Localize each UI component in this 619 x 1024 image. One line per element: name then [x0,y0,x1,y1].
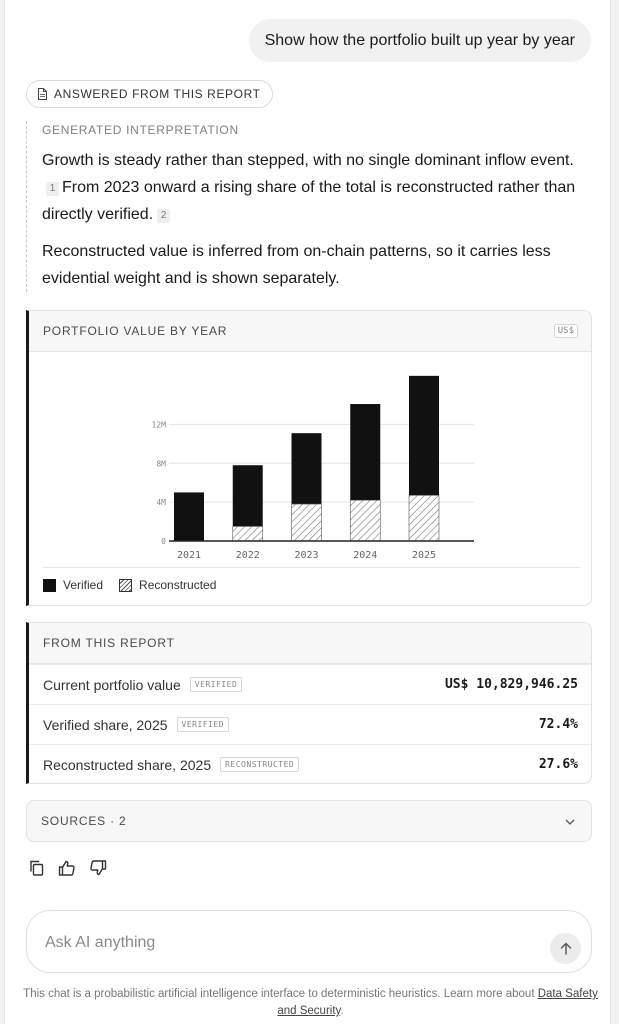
y-tick-label: 4M [156,498,166,507]
generated-interpretation: GENERATED INTERPRETATION Growth is stead… [26,121,591,292]
stat-label: Verified share, 2025 [43,716,168,733]
interpretation-text-1a: Growth is steady rather than stepped, wi… [42,152,574,169]
sources-label: SOURCES · 2 [41,814,127,828]
arrow-up-icon [560,942,571,955]
stat-value: 72.4% [538,717,578,732]
verified-swatch [43,578,56,592]
bar-reconstructed [291,503,322,542]
citation-1[interactable]: 1 [46,182,59,196]
send-button[interactable] [550,933,581,964]
legend-item-verified: Verified [43,578,103,592]
thumbs-down-icon[interactable] [88,858,108,878]
citation-2[interactable]: 2 [157,209,171,223]
bar-reconstructed [349,499,381,542]
legend-verified-label: Verified [63,578,104,592]
from-this-report-card: FROM THIS REPORT Current portfolio value… [26,622,592,784]
bar-reconstructed [232,526,264,542]
stat-label: Current portfolio value [43,676,181,693]
bar-verified [350,404,381,501]
copy-icon[interactable] [26,858,46,878]
stat-value: 27.6% [538,757,578,772]
bar-verified [291,433,322,505]
ask-ai-box [26,910,592,973]
x-tick-label: 2022 [236,550,260,561]
reconstructed-badge: RECONSTRUCTED [220,757,300,772]
bar-verified [409,375,439,496]
chart-card-header: PORTFOLIO VALUE BY YEAR US$ [29,311,591,352]
interpretation-paragraph-1: Growth is steady rather than stepped, wi… [42,147,591,228]
answered-from-report-pill[interactable]: ANSWERED FROM THIS REPORT [26,80,273,108]
disclaimer: This chat is a probabilistic artificial … [23,986,598,1020]
interpretation-text-1b: From 2023 onward a rising share of the t… [42,179,576,223]
disclaimer-text: This chat is a probabilistic artificial … [23,988,535,1000]
document-icon [37,88,48,100]
y-tick-label: 8M [156,459,166,468]
user-message-bubble: Show how the portfolio built up year by … [248,19,591,62]
thumbs-up-icon[interactable] [57,858,77,878]
stat-label: Reconstructed share, 2025 [43,756,212,773]
x-tick-label: 2021 [177,550,201,561]
chat-panel: Show how the portfolio built up year by … [4,0,611,1024]
chevron-down-icon [565,814,575,828]
bar-reconstructed [408,495,440,542]
legend-item-reconstructed: Reconstructed [119,578,216,592]
y-tick-label: 0 [161,537,166,546]
interpretation-label: GENERATED INTERPRETATION [42,123,239,137]
x-tick-label: 2023 [294,550,318,561]
disclaimer-end: . [340,1005,344,1017]
stats-title: FROM THIS REPORT [43,636,175,650]
stat-value: US$ 10,829,946.25 [444,677,578,692]
stacked-bar-chart: 0 4M 8M 12M 2021 2022 2023 2024 2025 [152,375,474,561]
portfolio-value-chart-card: PORTFOLIO VALUE BY YEAR US$ 0 4M 8M 12M 2021… [26,310,592,606]
data-safety-link[interactable]: Data Safety and Security [277,988,598,1017]
stats-card-header: FROM THIS REPORT [29,623,591,664]
legend-reconstructed-label: Reconstructed [139,578,217,592]
y-tick-label: 12M [152,420,167,429]
x-tick-label: 2024 [353,550,377,561]
interpretation-paragraph-2: Reconstructed value is inferred from on-… [42,243,551,287]
sources-accordion[interactable]: SOURCES · 2 [26,800,592,842]
answered-from-report-label: ANSWERED FROM THIS REPORT [54,87,261,101]
verified-badge: VERIFIED [176,717,230,732]
stat-row-reconstructed-share: Reconstructed share, 2025 RECONSTRUCTED 2… [29,744,591,783]
verified-badge: VERIFIED [189,677,243,692]
message-actions [26,858,108,878]
bar-verified [232,465,263,527]
stat-row-verified-share: Verified share, 2025 VERIFIED 72.4% [29,704,591,744]
chart-title: PORTFOLIO VALUE BY YEAR [43,324,228,338]
stat-row-current-value: Current portfolio value VERIFIED US$ 10,8… [29,664,591,704]
reconstructed-swatch [119,578,133,592]
x-tick-label: 2025 [412,550,436,561]
bar-verified [174,492,204,541]
chart-legend: Verified Reconstructed [43,567,580,592]
unit-tag: US$ [553,324,578,338]
ask-ai-input[interactable] [45,931,525,955]
